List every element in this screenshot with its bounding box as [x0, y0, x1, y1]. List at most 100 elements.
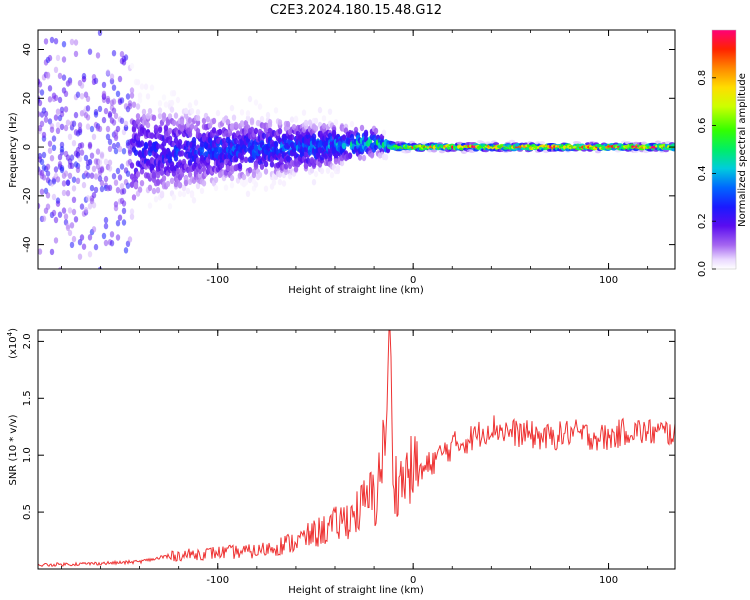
- spectrogram-cell: [47, 54, 53, 62]
- spectrogram-cell: [249, 117, 255, 124]
- spectrogram-cell: [101, 232, 107, 240]
- colorbar-label: Normalized spectral amplitude: [737, 73, 748, 227]
- spectrogram-cell: [49, 248, 55, 256]
- spectrogram-cell: [111, 173, 117, 180]
- spectrogram-cell: [191, 136, 197, 144]
- spectrogram-cell: [171, 90, 177, 97]
- spectrogram-cell: [259, 163, 265, 170]
- spectrogram-cell: [43, 116, 49, 123]
- spectrogram-cell: [277, 178, 283, 186]
- spectrogram-cell: [51, 209, 57, 217]
- spectrogram-cell: [97, 105, 103, 113]
- spectrogram-cell: [45, 170, 51, 177]
- spectrogram-cell: [163, 125, 169, 132]
- spectrogram-cell: [109, 240, 115, 247]
- spectrogram-cell: [225, 119, 231, 126]
- spectrogram-cell: [211, 117, 217, 125]
- spectrogram-cell: [143, 142, 149, 150]
- spectrogram-cell: [87, 203, 93, 210]
- spectrogram-cell: [141, 113, 147, 121]
- spectrogram-cell: [263, 160, 269, 168]
- snr-ticks: -100 0 100 0.5 1.0 1.5 2.0: [22, 330, 675, 586]
- spectrogram-cell: [191, 143, 197, 150]
- spectrogram-cell: [49, 126, 55, 133]
- spectrogram-cell: [39, 89, 45, 96]
- spectrogram-cell: [289, 134, 295, 141]
- spectrogram-cell: [131, 141, 137, 148]
- spectrogram-cell: [71, 235, 77, 243]
- spectrogram-cell: [183, 179, 189, 187]
- y-tick-label: 0: [22, 144, 33, 150]
- colorbar-frame: [711, 29, 737, 270]
- spectrogram-cell: [107, 110, 113, 118]
- spectrogram-cell: [38, 248, 43, 255]
- spectrogram-cell: [63, 106, 69, 113]
- spectrogram-cell: [197, 167, 203, 174]
- spectrogram-cell: [47, 85, 53, 92]
- spectrogram-cell: [38, 202, 41, 210]
- spectrogram-cell: [239, 109, 245, 116]
- spectrogram-cell: [41, 174, 47, 181]
- spectrogram-cell: [49, 155, 55, 162]
- spectrogram-cell: [161, 115, 167, 123]
- spectrogram-cell: [105, 69, 111, 76]
- spectrogram-cell: [53, 66, 59, 74]
- y-tick-label: 20: [22, 92, 33, 105]
- spectrogram-cell: [211, 127, 217, 134]
- spectrogram-cell: [93, 243, 99, 251]
- colorbar-gradient: [712, 30, 736, 269]
- spectrogram-cell: [67, 133, 73, 140]
- spectrogram-cell: [103, 216, 109, 224]
- spectrogram-cell: [95, 52, 101, 59]
- spectrogram-cell: [247, 167, 253, 174]
- spectrogram-cell: [89, 184, 95, 192]
- y-tick-label: -20: [22, 188, 33, 204]
- spectrogram-cell: [129, 208, 135, 215]
- spectrogram-cell: [45, 163, 51, 170]
- spectrogram-cell: [79, 203, 85, 210]
- spectrogram-cell: [47, 140, 53, 147]
- spectrogram-cell: [195, 109, 201, 116]
- spectrogram-cell: [311, 179, 317, 186]
- spectrogram-cell: [97, 266, 103, 269]
- spectrogram-cell: [51, 178, 57, 185]
- spectrogram-cell: [177, 143, 183, 150]
- spectrogram-cell: [239, 154, 245, 161]
- spectrogram-cell: [71, 208, 77, 216]
- spectrogram-cell: [381, 129, 387, 136]
- spectrogram-cell: [277, 128, 283, 135]
- spectrogram-cell: [77, 155, 83, 163]
- spectrogram-cell: [69, 222, 75, 229]
- spectrogram-cell: [93, 77, 99, 85]
- spectrogram-cell: [237, 162, 243, 170]
- spectrogram-cell: [109, 73, 115, 80]
- spectrogram-cell: [313, 170, 319, 178]
- spectrogram-cell: [329, 171, 335, 179]
- spectrogram-cell: [81, 181, 87, 189]
- spectrogram-cell: [115, 90, 121, 98]
- spectrogram-cell: [53, 216, 59, 224]
- spectrogram-cell: [277, 119, 283, 126]
- spectrogram-cell: [47, 96, 53, 103]
- spectrogram-cell: [223, 184, 229, 191]
- spectrogram-cell: [61, 207, 67, 214]
- spectrogram-cell: [241, 173, 247, 181]
- spectrogram-cell: [59, 110, 65, 118]
- colorbar-tick-label: 0.4: [697, 165, 708, 181]
- spectrogram-cell: [99, 151, 105, 158]
- spectrogram-cell: [55, 108, 61, 115]
- spectrogram-cell: [85, 123, 91, 130]
- spectrogram-cell: [55, 121, 61, 129]
- spectrogram-cell: [147, 108, 153, 115]
- spectrogram-cell: [493, 142, 499, 146]
- spectrogram-cell: [73, 39, 79, 46]
- spectrogram-cell: [89, 125, 95, 133]
- spectrogram-cell: [229, 182, 235, 189]
- spectrogram-cell: [213, 176, 219, 184]
- colorbar-tick-label: 0.0: [697, 261, 708, 277]
- spectrogram-cell: [357, 154, 363, 161]
- spectrogram-cell: [39, 188, 45, 195]
- x-tick-label: 0: [410, 275, 416, 286]
- spectrogram-cell: [303, 162, 309, 170]
- spectrogram-cell: [41, 215, 47, 222]
